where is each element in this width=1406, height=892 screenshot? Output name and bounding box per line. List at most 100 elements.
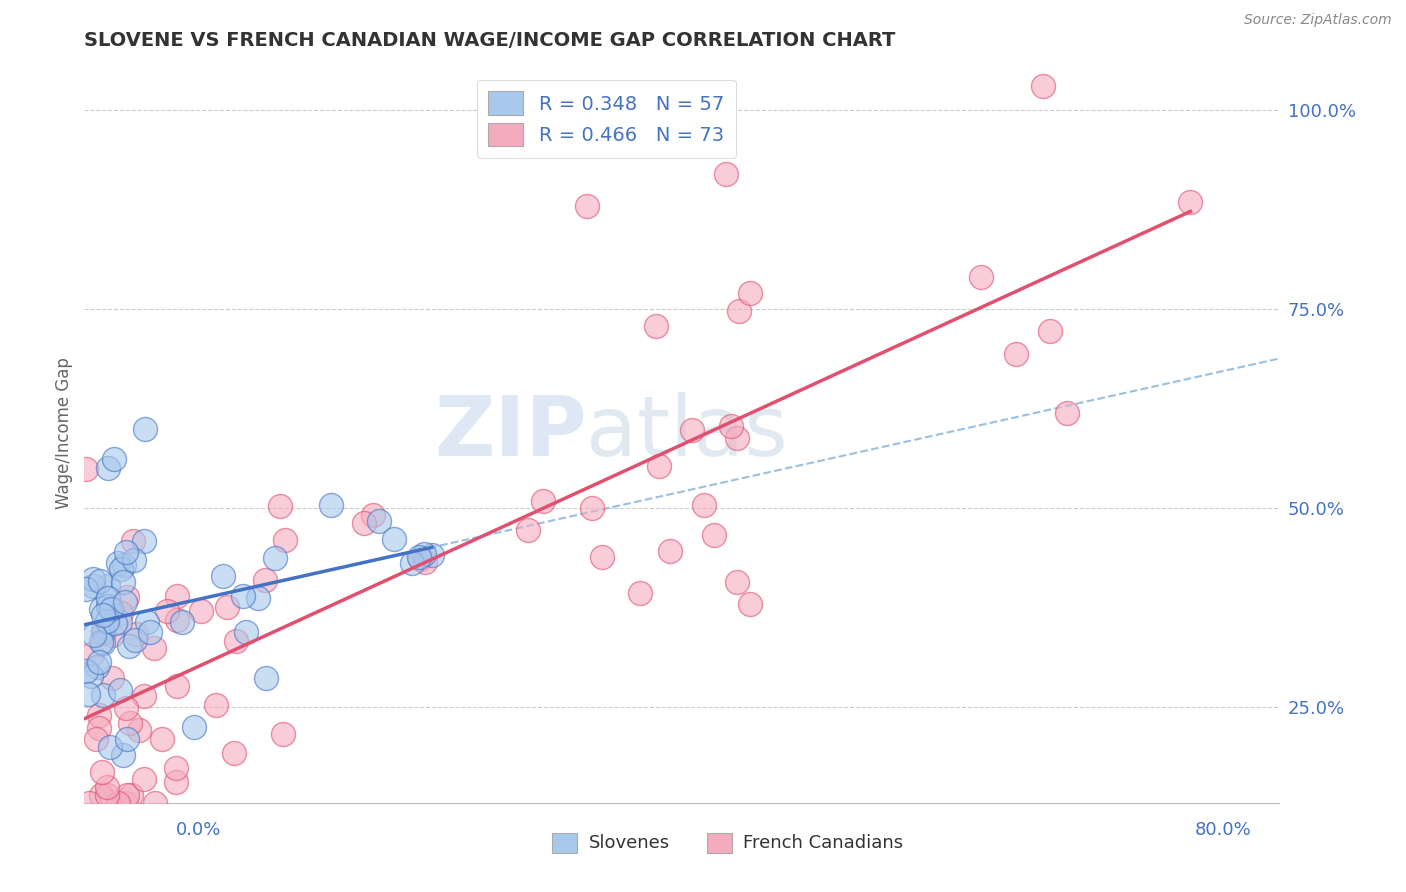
Point <box>408 550 430 565</box>
Point <box>138 624 160 639</box>
Point <box>112 575 135 590</box>
Point <box>648 459 671 474</box>
Point <box>132 689 155 703</box>
Point <box>420 548 443 562</box>
Point <box>217 600 239 615</box>
Point <box>1004 347 1026 361</box>
Text: 80.0%: 80.0% <box>1195 821 1251 838</box>
Point <box>115 788 138 802</box>
Point <box>703 527 725 541</box>
Point <box>645 318 668 333</box>
Point <box>89 655 111 669</box>
Point <box>107 796 129 810</box>
Point <box>100 672 122 686</box>
Point <box>143 796 166 810</box>
Point <box>110 562 132 576</box>
Point <box>517 523 540 537</box>
Point <box>714 167 737 181</box>
Point <box>93 625 115 640</box>
Point <box>738 597 761 611</box>
Point <box>165 775 187 789</box>
Point <box>104 615 127 630</box>
Point <box>222 746 245 760</box>
Point <box>135 615 157 629</box>
Point <box>321 498 343 512</box>
Point <box>110 606 132 620</box>
Point <box>725 431 748 445</box>
Point <box>84 732 107 747</box>
Point <box>96 780 118 794</box>
Point <box>90 602 112 616</box>
Point <box>134 422 156 436</box>
Point <box>91 635 114 649</box>
Point <box>80 648 103 662</box>
Point <box>165 761 187 775</box>
Point <box>91 624 114 639</box>
Point <box>118 715 141 730</box>
Point <box>152 732 174 747</box>
Point <box>253 573 276 587</box>
Point <box>693 498 716 512</box>
Text: ZIP: ZIP <box>434 392 586 473</box>
Point <box>118 639 141 653</box>
Point <box>122 533 145 548</box>
Point <box>96 788 118 802</box>
Point <box>103 452 125 467</box>
Point <box>75 462 97 476</box>
Point <box>166 590 188 604</box>
Point <box>115 544 138 558</box>
Text: atlas: atlas <box>586 392 787 473</box>
Point <box>155 604 177 618</box>
Point <box>1056 406 1078 420</box>
Point <box>738 286 761 301</box>
Point <box>401 556 423 570</box>
Point <box>89 708 111 723</box>
Y-axis label: Wage/Income Gap: Wage/Income Gap <box>55 357 73 508</box>
Point <box>368 514 391 528</box>
Point <box>115 590 138 604</box>
Point <box>1032 79 1054 94</box>
Point <box>235 625 257 640</box>
Point <box>97 579 120 593</box>
Legend: R = 0.348   N = 57, R = 0.466   N = 73: R = 0.348 N = 57, R = 0.466 N = 73 <box>477 79 735 158</box>
Point <box>132 772 155 786</box>
Point <box>183 720 205 734</box>
Point <box>91 688 114 702</box>
Point <box>363 508 385 523</box>
Point <box>412 548 434 562</box>
Point <box>89 574 111 588</box>
Point <box>271 727 294 741</box>
Point <box>575 199 598 213</box>
Point <box>132 534 155 549</box>
Text: Slovenes: Slovenes <box>588 834 669 852</box>
Point <box>75 664 97 678</box>
Point <box>124 633 146 648</box>
Point <box>80 668 103 682</box>
Point <box>112 558 135 572</box>
Point <box>166 679 188 693</box>
Point <box>86 660 108 674</box>
Point <box>91 607 114 622</box>
Point <box>720 418 742 433</box>
Point <box>122 553 145 567</box>
Point <box>725 575 748 590</box>
Point <box>1039 324 1062 338</box>
Point <box>166 613 188 627</box>
Point <box>115 700 138 714</box>
Point <box>628 585 651 599</box>
Point <box>205 698 228 712</box>
Point <box>98 740 121 755</box>
Point <box>170 615 193 629</box>
Point <box>97 599 120 613</box>
Point <box>77 796 100 810</box>
Text: French Canadians: French Canadians <box>742 834 903 852</box>
Point <box>254 672 277 686</box>
Point <box>591 549 613 564</box>
Point <box>112 747 135 762</box>
Point <box>970 270 993 285</box>
Point <box>246 591 269 605</box>
Point <box>263 551 285 566</box>
Point <box>115 732 138 747</box>
Point <box>128 723 150 737</box>
Point <box>190 604 212 618</box>
